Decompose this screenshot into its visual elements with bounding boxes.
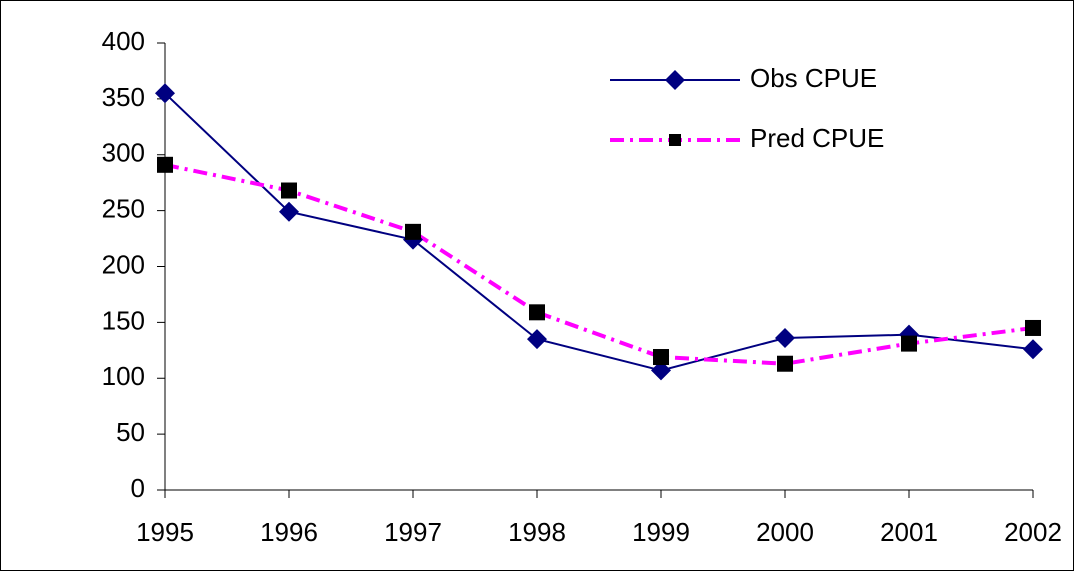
data-point	[281, 182, 297, 199]
y-tick-label: 100	[102, 361, 145, 391]
data-point	[155, 83, 175, 104]
series-line	[164, 162, 1034, 366]
x-tick-label: 2001	[880, 517, 938, 547]
data-point	[405, 223, 421, 240]
y-tick-label: 250	[102, 194, 145, 224]
y-tick-label: 0	[131, 473, 145, 503]
data-point	[529, 304, 545, 321]
y-tick-label: 400	[102, 26, 145, 56]
data-point	[901, 335, 917, 352]
legend-label: Pred CPUE	[750, 123, 884, 153]
legend-marker	[669, 134, 681, 146]
y-tick-label: 50	[116, 417, 145, 447]
data-point	[1023, 339, 1043, 360]
x-tick-label: 1996	[260, 517, 318, 547]
x-tick-label: 1998	[508, 517, 566, 547]
x-tick-label: 2002	[1004, 517, 1062, 547]
series-line	[164, 92, 1034, 372]
data-point	[527, 329, 547, 350]
y-tick-label: 350	[102, 82, 145, 112]
data-point	[157, 156, 173, 173]
data-point	[777, 355, 793, 372]
legend-label: Obs CPUE	[750, 63, 877, 93]
data-point	[653, 349, 669, 366]
y-tick-label: 300	[102, 138, 145, 168]
data-point	[651, 360, 671, 381]
data-point	[775, 328, 795, 349]
x-tick-label: 1995	[136, 517, 194, 547]
legend-marker	[665, 70, 685, 90]
data-point	[1025, 319, 1041, 336]
x-tick-label: 1997	[384, 517, 442, 547]
data-point	[279, 201, 299, 222]
y-tick-label: 200	[102, 249, 145, 279]
x-tick-label: 2000	[756, 517, 814, 547]
y-tick-label: 150	[102, 305, 145, 335]
x-tick-label: 1999	[632, 517, 690, 547]
